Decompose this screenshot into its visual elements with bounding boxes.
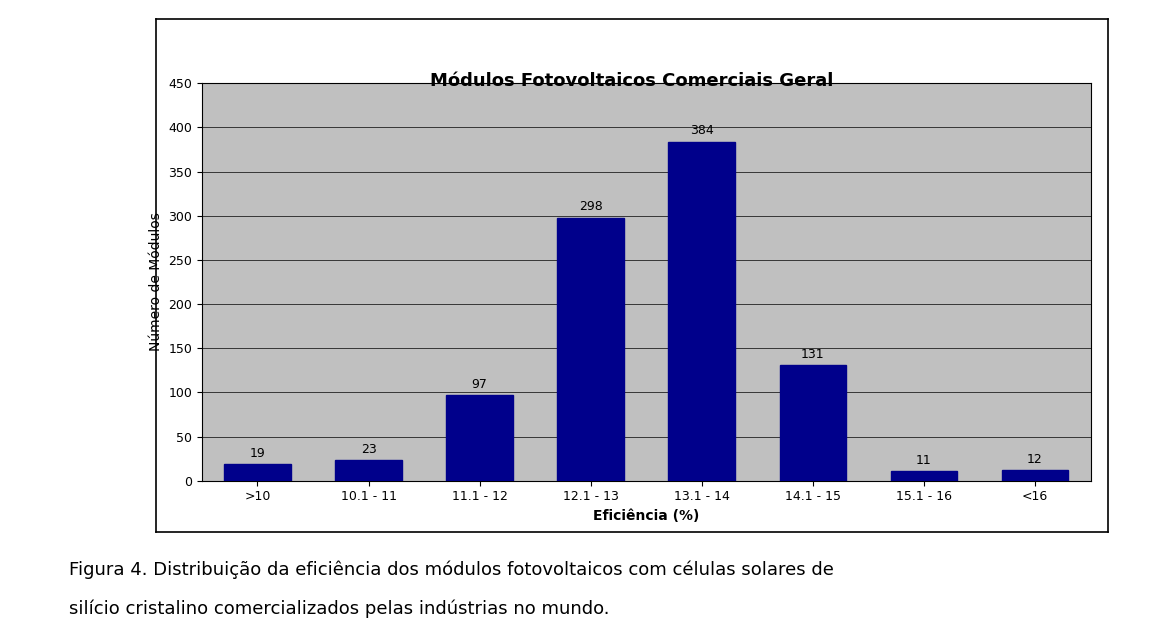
Text: 131: 131	[801, 347, 825, 361]
Text: 23: 23	[361, 443, 376, 456]
X-axis label: Eficiência (%): Eficiência (%)	[593, 509, 699, 523]
Y-axis label: Número de Módulos: Número de Módulos	[149, 213, 163, 351]
Bar	[668, 142, 735, 481]
Bar	[780, 365, 846, 481]
Text: 11: 11	[916, 454, 931, 467]
Text: 19: 19	[249, 447, 265, 460]
Text: Módulos Fotovoltaicos Comerciais Geral: Módulos Fotovoltaicos Comerciais Geral	[430, 72, 833, 90]
Bar	[447, 395, 512, 481]
Text: 12: 12	[1027, 453, 1043, 466]
Text: 97: 97	[472, 378, 488, 390]
Text: Figura 4. Distribuição da eficiência dos módulos fotovoltaicos com células solar: Figura 4. Distribuição da eficiência dos…	[69, 561, 834, 579]
Bar	[224, 464, 291, 481]
Bar	[557, 217, 624, 481]
Text: 384: 384	[690, 124, 713, 137]
Bar	[335, 460, 402, 481]
Text: silício cristalino comercializados pelas indústrias no mundo.: silício cristalino comercializados pelas…	[69, 599, 609, 618]
Text: 298: 298	[579, 200, 602, 213]
Bar	[891, 471, 957, 481]
Bar	[1002, 470, 1069, 481]
